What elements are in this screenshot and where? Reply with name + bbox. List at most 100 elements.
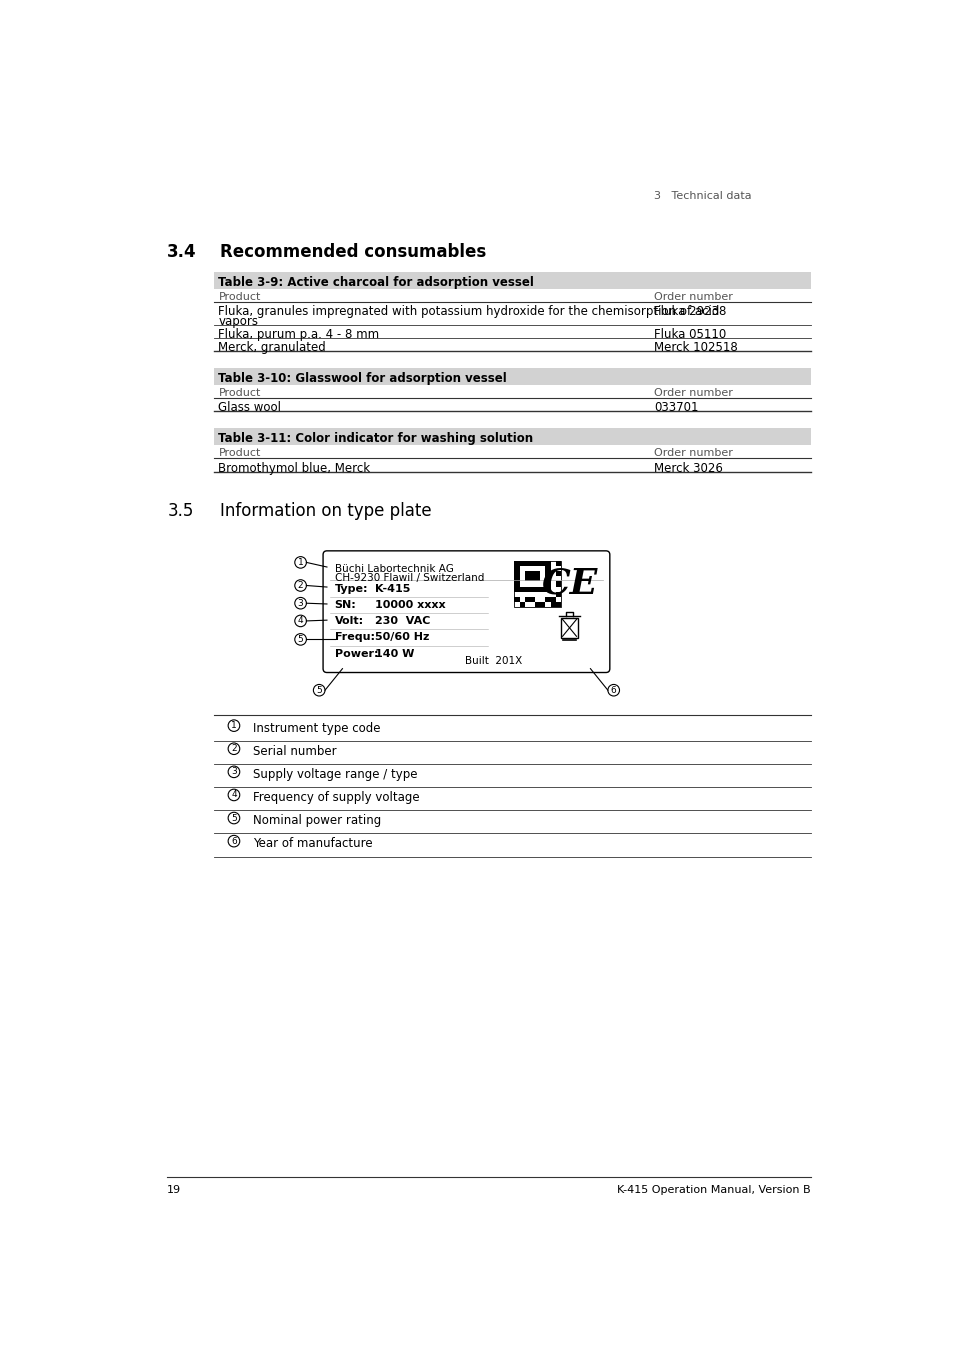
Text: Büchi Labortechnik AG: Büchi Labortechnik AG [335,564,453,574]
Text: K-415 Operation Manual, Version B: K-415 Operation Manual, Version B [617,1184,810,1195]
Bar [545,602,550,608]
Text: 3.4: 3.4 [167,243,196,261]
Bar [560,618,578,637]
Text: 1: 1 [231,721,236,730]
Text: Volt:: Volt: [335,617,363,626]
Bar [530,586,535,591]
Bar [514,571,519,576]
Bar [550,571,556,576]
Bar [539,602,545,608]
Bar [539,586,545,591]
Text: Power:: Power: [335,648,377,659]
Bar [535,576,539,582]
Text: CH-9230 Flawil / Switzerland: CH-9230 Flawil / Switzerland [335,574,483,583]
Text: Glass wool: Glass wool [218,401,281,414]
Bar [550,591,556,597]
Bar [535,597,539,602]
Text: Bromothymol blue, Merck: Bromothymol blue, Merck [218,462,370,475]
Bar [514,586,519,591]
Text: Year of manufacture: Year of manufacture [253,837,372,850]
Bar [530,576,535,582]
Bar [545,582,550,586]
Text: 1: 1 [297,558,303,567]
Bar [514,576,519,582]
Text: 5: 5 [316,686,322,695]
Text: 5: 5 [297,634,303,644]
Bar [530,571,535,576]
Bar [524,576,530,582]
Bar [514,602,519,608]
Bar [545,586,550,591]
Bar [524,560,530,566]
Text: 6: 6 [231,837,236,845]
Bar [556,576,560,582]
Bar [530,582,535,586]
Bar [519,576,524,582]
Text: Product: Product [218,448,260,459]
Text: Order number: Order number [654,389,732,398]
Text: Frequ:: Frequ: [335,632,375,643]
Bar [535,566,539,571]
Text: Product: Product [218,292,260,302]
Text: 5: 5 [231,814,236,822]
Bar [545,560,550,566]
Bar [550,602,556,608]
Bar [535,560,539,566]
Bar [545,566,550,571]
Text: 3: 3 [231,767,236,776]
Bar [524,591,530,597]
Text: Fluka 29238: Fluka 29238 [654,305,725,319]
Bar [539,591,545,597]
Bar [556,560,560,566]
Text: 2: 2 [297,580,303,590]
Bar [530,597,535,602]
Bar [519,597,524,602]
Text: Table 3-11: Color indicator for washing solution: Table 3-11: Color indicator for washing … [218,432,533,446]
Bar [514,591,519,597]
Bar [556,571,560,576]
Text: Merck 3026: Merck 3026 [654,462,722,475]
Bar [545,597,550,602]
Bar [524,597,530,602]
Bar [539,597,545,602]
Bar [530,566,535,571]
Bar [556,591,560,597]
Bar [524,582,530,586]
Text: Type:: Type: [335,585,368,594]
Bar [539,576,545,582]
Bar [550,582,556,586]
Bar [519,566,524,571]
Bar [519,586,524,591]
Bar [556,582,560,586]
Bar [556,597,560,602]
Text: 4: 4 [297,617,303,625]
Text: 2: 2 [231,744,236,753]
Text: Fluka 05110: Fluka 05110 [654,328,725,342]
Text: vapors: vapors [218,316,258,328]
Text: 230  VAC: 230 VAC [375,617,430,626]
Text: Frequency of supply voltage: Frequency of supply voltage [253,791,418,805]
Text: SN:: SN: [335,601,356,610]
Bar [213,369,810,385]
Bar [519,602,524,608]
Bar [514,560,519,566]
Text: Merck, granulated: Merck, granulated [218,342,326,355]
Bar [550,597,556,602]
Text: 033701: 033701 [654,401,698,414]
Text: Order number: Order number [654,292,732,302]
Bar [519,582,524,586]
Bar [213,428,810,446]
Bar [550,576,556,582]
Text: 3.5: 3.5 [167,502,193,520]
Text: 19: 19 [167,1184,181,1195]
Text: 10000 xxxx: 10000 xxxx [375,601,445,610]
Bar [550,566,556,571]
Bar [539,571,545,576]
Text: CE: CE [541,567,597,601]
Text: 3: 3 [297,598,303,608]
Text: Information on type plate: Information on type plate [220,502,431,520]
Text: Fluka, granules impregnated with potassium hydroxide for the chemisorption of ac: Fluka, granules impregnated with potassi… [218,305,720,319]
Bar [514,560,560,608]
Bar [545,576,550,582]
Bar [519,571,524,576]
